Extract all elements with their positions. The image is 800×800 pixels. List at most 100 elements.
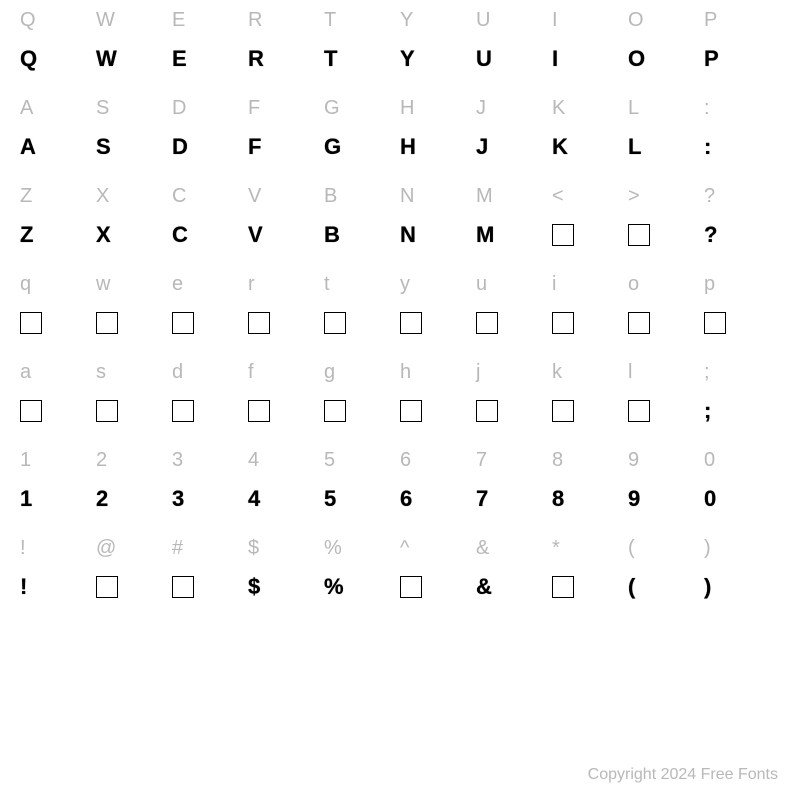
key-label: > [628, 186, 640, 206]
font-glyph: ? [704, 224, 717, 246]
font-glyph: I [552, 48, 558, 70]
font-glyph: X [96, 224, 111, 246]
font-glyph: Z [20, 224, 33, 246]
key-label: ^ [400, 538, 409, 558]
key-label: 2 [96, 450, 107, 470]
key-label: 0 [704, 450, 715, 470]
charmap-cell: QQ [20, 8, 96, 96]
charmap-cell: u [476, 272, 552, 360]
key-label: R [248, 10, 262, 30]
charmap-cell: WW [96, 8, 172, 96]
charmap-cell: OO [628, 8, 704, 96]
key-label: 3 [172, 450, 183, 470]
font-glyph: L [628, 136, 641, 158]
charmap-cell: TT [324, 8, 400, 96]
charmap-cell: )) [704, 536, 780, 624]
charmap-cell: && [476, 536, 552, 624]
charmap-cell: y [400, 272, 476, 360]
key-label: L [628, 98, 639, 118]
charmap-cell: CC [172, 184, 248, 272]
charmap-cell: GG [324, 96, 400, 184]
missing-glyph-box [172, 400, 194, 422]
key-label: J [476, 98, 486, 118]
charmap-cell: UU [476, 8, 552, 96]
charmap-cell: !! [20, 536, 96, 624]
font-glyph: G [324, 136, 341, 158]
key-label: a [20, 362, 31, 382]
font-glyph: 7 [476, 488, 488, 510]
font-glyph: 6 [400, 488, 412, 510]
copyright-text: Copyright 2024 Free Fonts [588, 766, 778, 784]
key-label: l [628, 362, 632, 382]
missing-glyph-box [552, 224, 574, 246]
charmap-cell: @ [96, 536, 172, 624]
charmap-cell: j [476, 360, 552, 448]
missing-glyph-box [324, 400, 346, 422]
key-label: : [704, 98, 710, 118]
key-label: X [96, 186, 109, 206]
charmap-cell: EE [172, 8, 248, 96]
charmap-cell: KK [552, 96, 628, 184]
charmap-cell: II [552, 8, 628, 96]
key-label: V [248, 186, 261, 206]
missing-glyph-box [248, 400, 270, 422]
font-glyph: ! [20, 576, 27, 598]
charmap-cell: MM [476, 184, 552, 272]
key-label: K [552, 98, 565, 118]
font-glyph: 0 [704, 488, 716, 510]
font-glyph: C [172, 224, 188, 246]
key-label: p [704, 274, 715, 294]
font-glyph: A [20, 136, 36, 158]
charmap-cell: e [172, 272, 248, 360]
font-glyph: B [324, 224, 340, 246]
key-label: % [324, 538, 342, 558]
font-glyph: 4 [248, 488, 260, 510]
charmap-cell: q [20, 272, 96, 360]
font-glyph: & [476, 576, 492, 598]
key-label: N [400, 186, 414, 206]
key-label: O [628, 10, 644, 30]
key-label: @ [96, 538, 116, 558]
charmap-cell: i [552, 272, 628, 360]
key-label: D [172, 98, 186, 118]
charmap-cell: s [96, 360, 172, 448]
key-label: 4 [248, 450, 259, 470]
key-label: A [20, 98, 33, 118]
key-label: t [324, 274, 330, 294]
font-glyph: V [248, 224, 263, 246]
key-label: i [552, 274, 556, 294]
font-glyph: P [704, 48, 719, 70]
charmap-cell: 88 [552, 448, 628, 536]
charmap-cell: FF [248, 96, 324, 184]
key-label: G [324, 98, 340, 118]
key-label: 9 [628, 450, 639, 470]
key-label: w [96, 274, 110, 294]
font-glyph: D [172, 136, 188, 158]
charmap-cell: (( [628, 536, 704, 624]
key-label: < [552, 186, 564, 206]
charmap-cell: 99 [628, 448, 704, 536]
font-glyph: 8 [552, 488, 564, 510]
font-glyph: ; [704, 400, 711, 422]
missing-glyph-box [704, 312, 726, 334]
missing-glyph-box [628, 400, 650, 422]
key-label: r [248, 274, 255, 294]
charmap-cell: VV [248, 184, 324, 272]
missing-glyph-box [552, 576, 574, 598]
key-label: I [552, 10, 558, 30]
key-label: $ [248, 538, 259, 558]
charmap-cell: 11 [20, 448, 96, 536]
key-label: 5 [324, 450, 335, 470]
charmap-cell: BB [324, 184, 400, 272]
key-label: ( [628, 538, 635, 558]
charmap-cell: p [704, 272, 780, 360]
missing-glyph-box [96, 312, 118, 334]
charmap-cell: SS [96, 96, 172, 184]
key-label: & [476, 538, 489, 558]
missing-glyph-box [96, 400, 118, 422]
key-label: 6 [400, 450, 411, 470]
key-label: * [552, 538, 560, 558]
key-label: u [476, 274, 487, 294]
charmap-cell: 33 [172, 448, 248, 536]
charmap-cell: AA [20, 96, 96, 184]
